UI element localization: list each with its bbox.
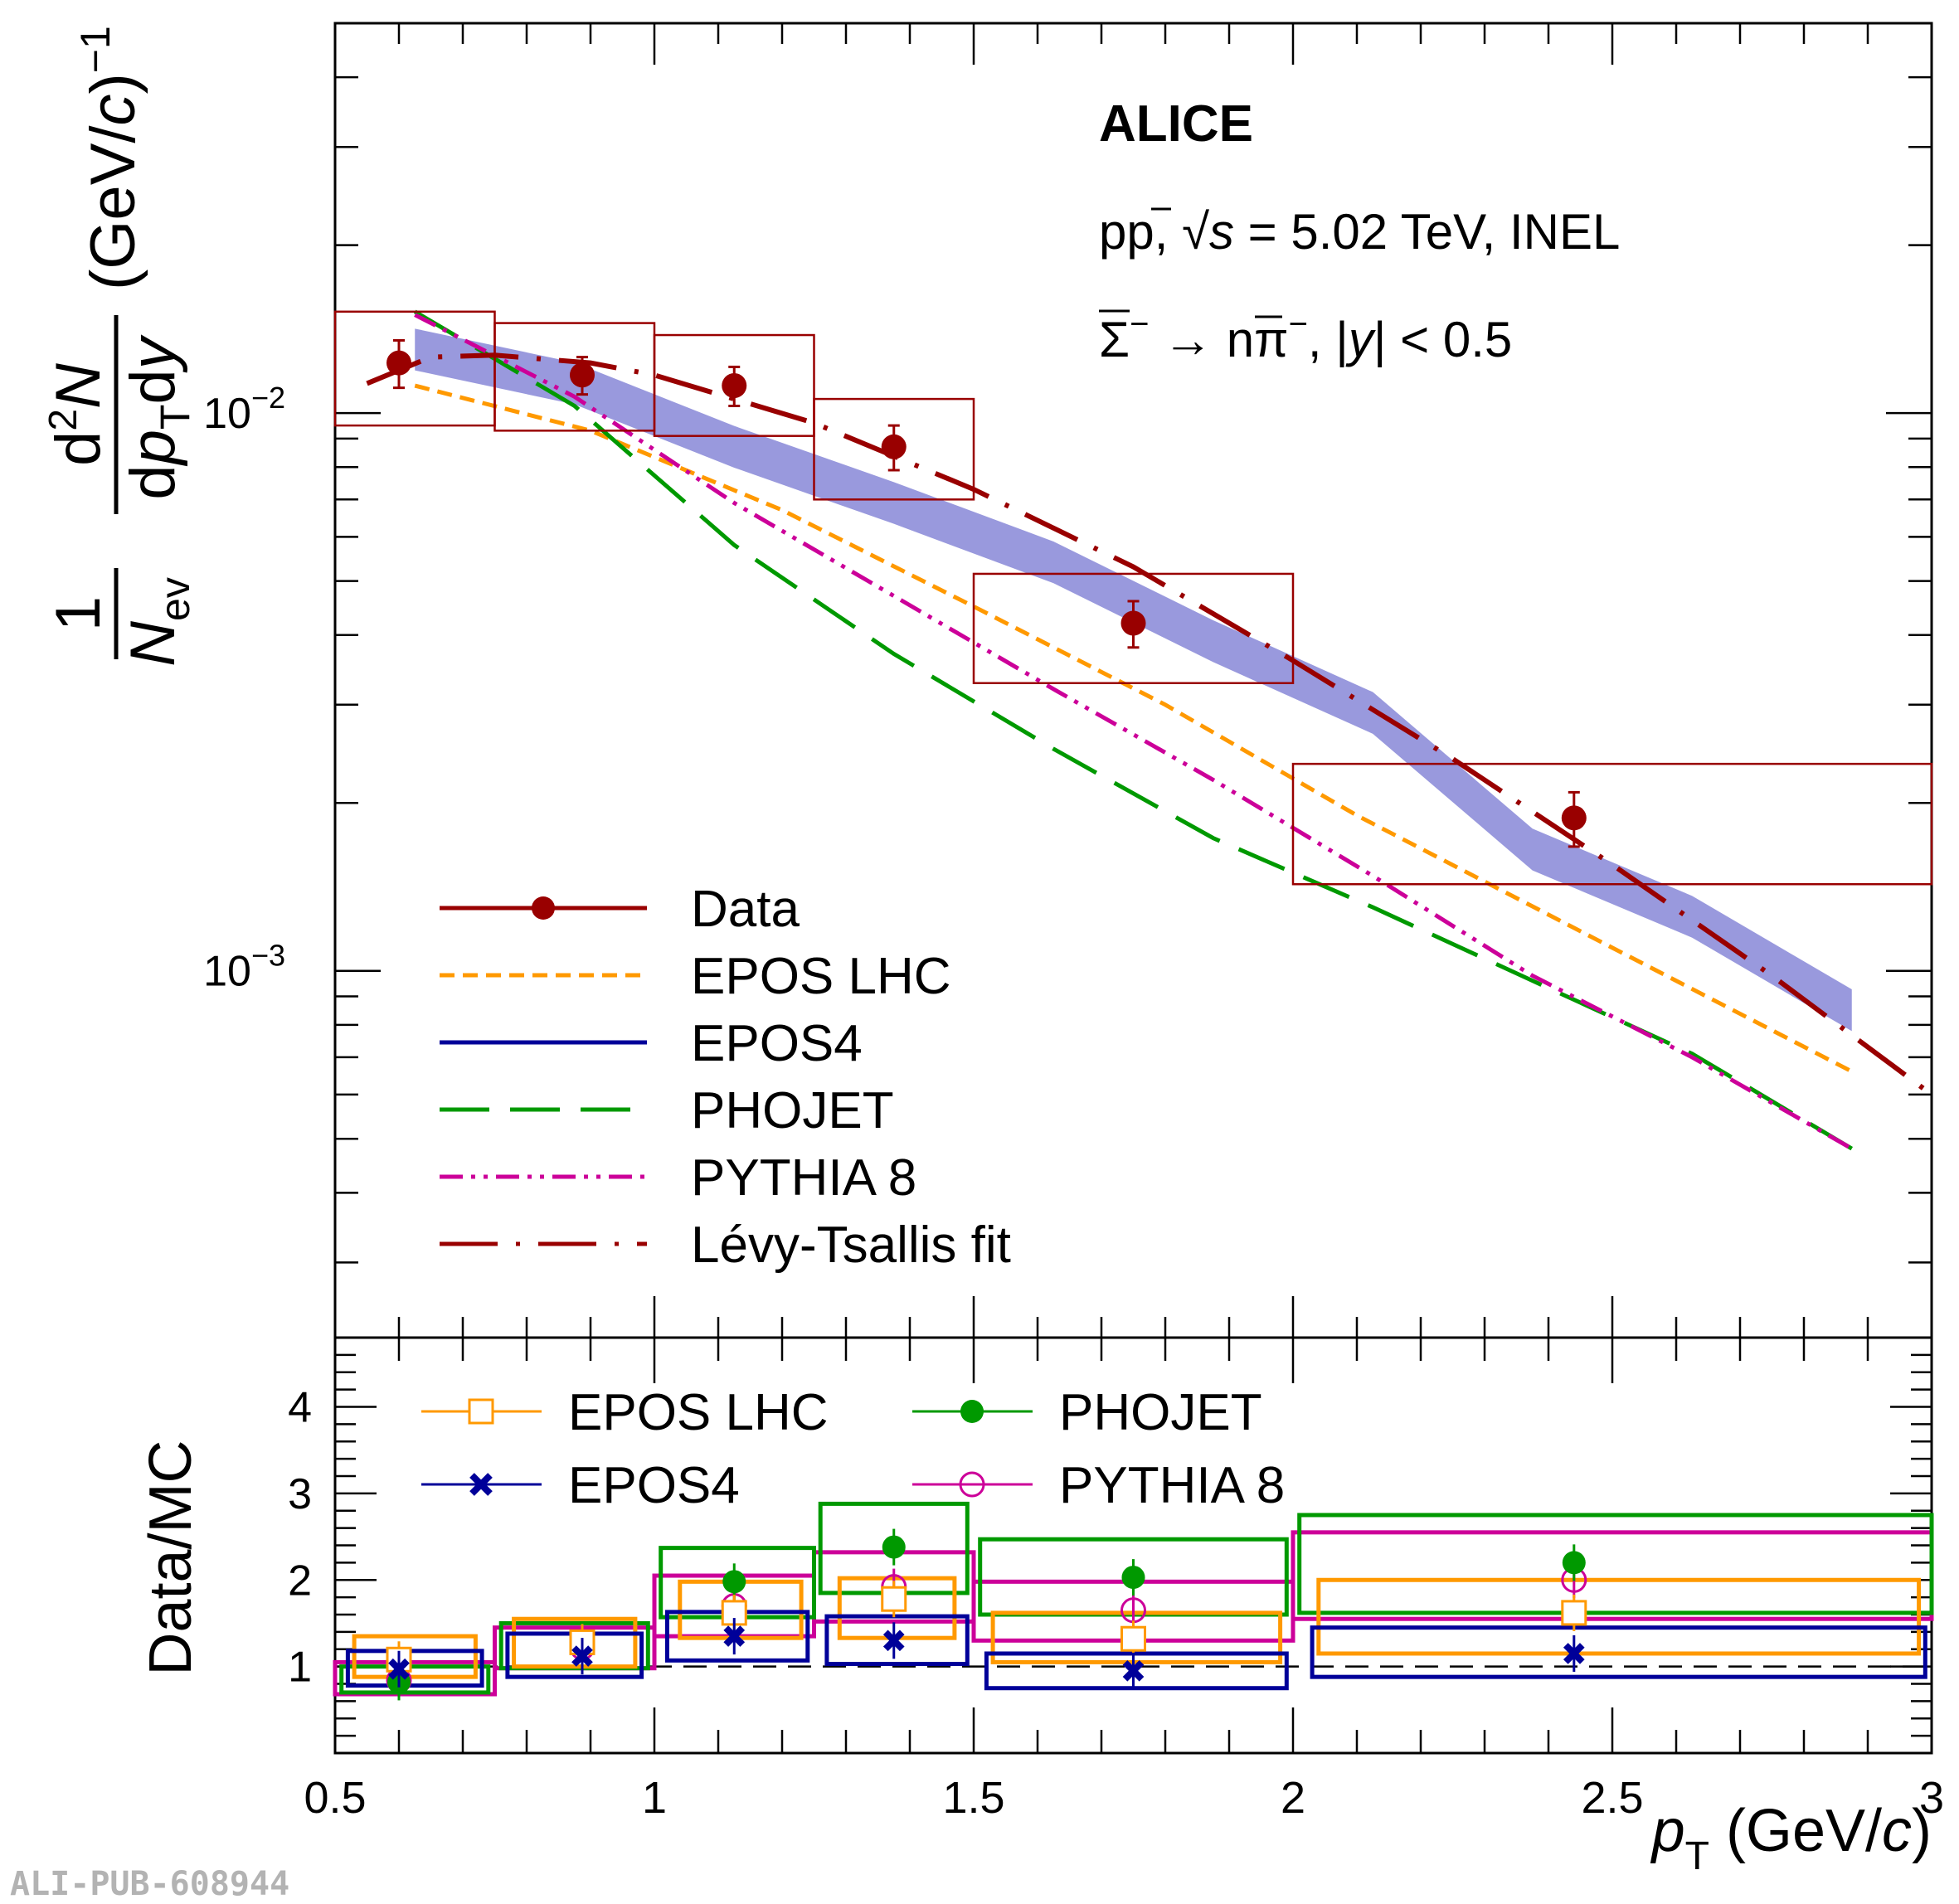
alice-label: ALICE <box>1099 95 1253 153</box>
x-tick-label: 2 <box>1281 1773 1305 1823</box>
ratio-sys-box-epos4 <box>1310 1625 1927 1679</box>
watermark: ALI-PUB-608944 <box>10 1865 289 1903</box>
marker-open-square <box>1120 1625 1146 1652</box>
marker-x <box>1563 1643 1585 1664</box>
x-tick-label: 3 <box>1919 1773 1944 1823</box>
model-curve-phojet <box>413 309 1854 1151</box>
ratio-sys-box-phojet <box>1297 1513 1934 1615</box>
ratio-sys-box-pythia-8 <box>1291 1530 1934 1621</box>
y-label-d2n: d2N <box>41 363 114 466</box>
data-point <box>386 350 411 376</box>
x-tick-label: 0.5 <box>304 1773 366 1823</box>
ratio-legend-label: EPOS4 <box>568 1457 740 1514</box>
ratio-sys-box-epos4 <box>984 1651 1289 1691</box>
model-curve-epos-lhc <box>414 383 1853 1074</box>
marker-filled-circle <box>1562 1551 1586 1575</box>
marker-x <box>1122 1660 1145 1682</box>
legend-label: PHOJET <box>691 1082 894 1139</box>
legend-label: Lévy-Tsallis fit <box>691 1217 1011 1274</box>
marker-x <box>469 1473 493 1496</box>
ratio-legend-label: PYTHIA 8 <box>1059 1457 1285 1514</box>
data-sys-box <box>813 397 975 501</box>
ratio-sys-box-epos4 <box>824 1614 970 1666</box>
bottom-y-tick-label: 1 <box>288 1644 312 1692</box>
bottom-y-tick-label: 3 <box>288 1470 312 1518</box>
top-y-tick-label: 10−2 <box>203 381 285 438</box>
marker-x <box>723 1625 746 1647</box>
data-sys-box <box>1291 762 1933 886</box>
marker-x <box>882 1630 905 1652</box>
ratio-sys-box-phojet <box>339 1664 491 1695</box>
ratio-sys-box-epos-lhc <box>512 1616 638 1669</box>
decay-channel-label: Σ− → nπ−, |y| < 0.5 <box>1099 306 1512 367</box>
x-tick-label: 2.5 <box>1581 1773 1643 1823</box>
x-tick-label: 1.5 <box>942 1773 1004 1823</box>
model-curve-l-vy-tsallis-fit <box>366 352 1933 1097</box>
annotations: ALICE pp, √s = 5.02 TeV, INEL Σ− → nπ−, |y… <box>1099 95 1620 367</box>
data-point <box>881 434 907 459</box>
marker-filled-circle <box>882 1535 906 1559</box>
legend-marker <box>532 896 555 920</box>
marker-open-square <box>1561 1600 1587 1626</box>
marker-filled-circle <box>960 1400 984 1423</box>
ratio-legend-label: PHOJET <box>1059 1384 1262 1441</box>
ratio-legend-label: EPOS LHC <box>568 1384 829 1441</box>
marker-open-square <box>881 1586 907 1612</box>
legend-label: PYTHIA 8 <box>691 1149 916 1207</box>
collision-system-label: pp, √s = 5.02 TeV, INEL <box>1099 204 1620 260</box>
data-sys-box <box>972 572 1295 684</box>
data-sys-box <box>653 333 815 437</box>
ratio-panel: 1 2 3 4 0.5 1 1.5 2 2.5 3 <box>288 1336 1944 1823</box>
ratio-sys-box-epos-lhc <box>990 1610 1283 1664</box>
marker-open-square <box>468 1398 494 1425</box>
ratio-sys-box-epos4 <box>345 1649 484 1688</box>
ratio-sys-box-epos-lhc <box>1316 1577 1922 1656</box>
legends: Data EPOS LHC EPOS4 PHOJET PYTHIA 8 Lévy-Tsal… <box>10 881 1285 1903</box>
model-curve-pythia-8 <box>414 313 1853 1151</box>
marker-x <box>388 1658 410 1680</box>
y-label-units: (GeV/c)−1 <box>72 26 148 290</box>
marker-filled-circle <box>1121 1566 1145 1590</box>
legend-label: Data <box>691 881 800 938</box>
data-point <box>722 373 747 399</box>
legend-label: EPOS LHC <box>691 948 951 1005</box>
y-label-one: 1 <box>43 596 114 631</box>
y-label-nev: Nev <box>118 577 198 667</box>
y-label-dpt-dy: dpTdy <box>118 334 198 499</box>
top-y-tick-label: 10−3 <box>203 939 285 996</box>
data-point <box>569 362 595 388</box>
x-tick-label: 1 <box>642 1773 667 1823</box>
legend-label: EPOS4 <box>691 1015 863 1072</box>
data-point <box>1120 610 1146 636</box>
bottom-y-tick-label: 2 <box>288 1557 312 1605</box>
marker-filled-circle <box>722 1570 746 1594</box>
x-axis-label: pT (GeV/c) <box>1650 1798 1932 1878</box>
spectrum-panel: 10−2 10−3 <box>203 22 1933 1339</box>
ratio-y-axis-label: Data/MC <box>138 1440 204 1675</box>
bottom-y-tick-label: 4 <box>288 1384 312 1432</box>
marker-x <box>571 1645 593 1667</box>
data-point <box>1561 805 1587 831</box>
marker-open-circle <box>959 1471 985 1498</box>
ratio-sys-box-epos-lhc <box>352 1634 478 1679</box>
